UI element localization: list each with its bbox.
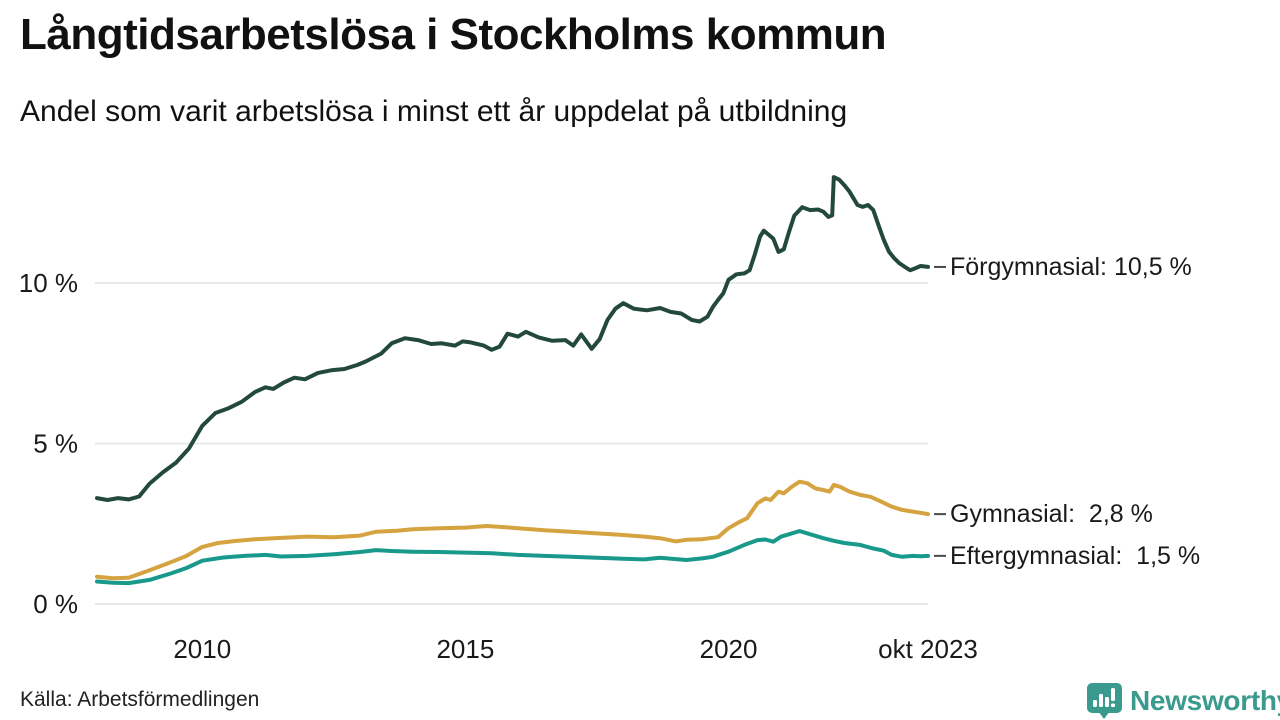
series-end-label-gymnasial: Gymnasial: 2,8 % [950, 500, 1153, 529]
x-tick-label: 2020 [700, 634, 758, 664]
series-end-label-forgymnasial: Förgymnasial: 10,5 % [950, 252, 1192, 281]
chart-subtitle: Andel som varit arbetslösa i minst ett å… [20, 95, 848, 128]
brand-name: Newsworthy [1130, 685, 1280, 716]
page-title: Långtidsarbetslösa i Stockholms kommun [20, 10, 887, 59]
series-end-label-eftergymnasial: Eftergymnasial: 1,5 % [950, 541, 1201, 570]
x-tick-label: okt 2023 [878, 634, 978, 664]
y-tick-label: 10 % [19, 268, 78, 298]
source-note: Källa: Arbetsförmedlingen [20, 688, 260, 711]
x-tick-label: 2015 [436, 634, 494, 664]
series-line-eftergymnasial [95, 529, 930, 586]
x-tick-label: 2010 [173, 634, 231, 664]
series-line-gymnasial [95, 479, 930, 581]
series-line-förgymnasial [95, 175, 930, 502]
bar-chart-speech-bubble-icon [1086, 682, 1123, 720]
y-tick-label: 5 % [33, 429, 78, 459]
newsworthy-logo: Newsworthy [1086, 682, 1280, 720]
y-tick-label: 0 % [33, 589, 78, 619]
